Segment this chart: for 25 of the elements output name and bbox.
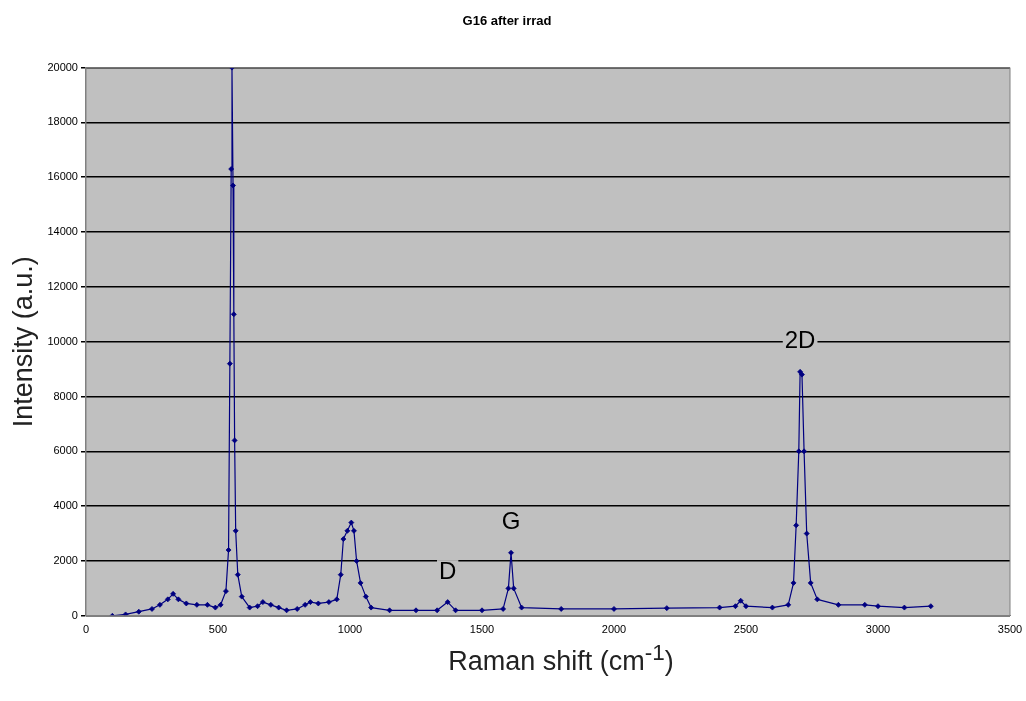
chart-title: G16 after irrad — [462, 13, 552, 29]
x-tick-label: 1500 — [469, 623, 495, 636]
annotation: D — [439, 556, 457, 584]
y-axis-title: Intensity (a.u.) — [7, 256, 38, 428]
x-tick-label: 2500 — [733, 623, 759, 636]
y-tick-label: 14000 — [47, 225, 78, 238]
y-tick-label: 0 — [71, 608, 78, 621]
y-tick-label: 18000 — [47, 115, 78, 128]
y-tick-label: 20000 — [47, 60, 78, 73]
x-tick-label: 500 — [208, 623, 228, 636]
y-tick-label: 6000 — [53, 444, 78, 457]
y-tick-label: 10000 — [47, 334, 78, 347]
x-tick-label: 2000 — [601, 623, 627, 636]
y-tick-label: 8000 — [53, 389, 78, 402]
x-tick-label: 3500 — [997, 623, 1023, 636]
x-tick-label: 0 — [82, 623, 90, 636]
x-axis-title: Raman shift (cm$^{-1}$) — [447, 640, 675, 677]
annotation: 2D — [784, 326, 816, 354]
y-tick-label: 4000 — [53, 499, 78, 512]
x-tick-label: 3000 — [865, 623, 891, 636]
y-tick-label: 16000 — [47, 170, 78, 183]
y-tick-label: 12000 — [47, 279, 78, 292]
x-tick-label: 1000 — [337, 623, 363, 636]
annotation: G — [501, 507, 521, 535]
y-tick-label: 2000 — [53, 554, 78, 567]
